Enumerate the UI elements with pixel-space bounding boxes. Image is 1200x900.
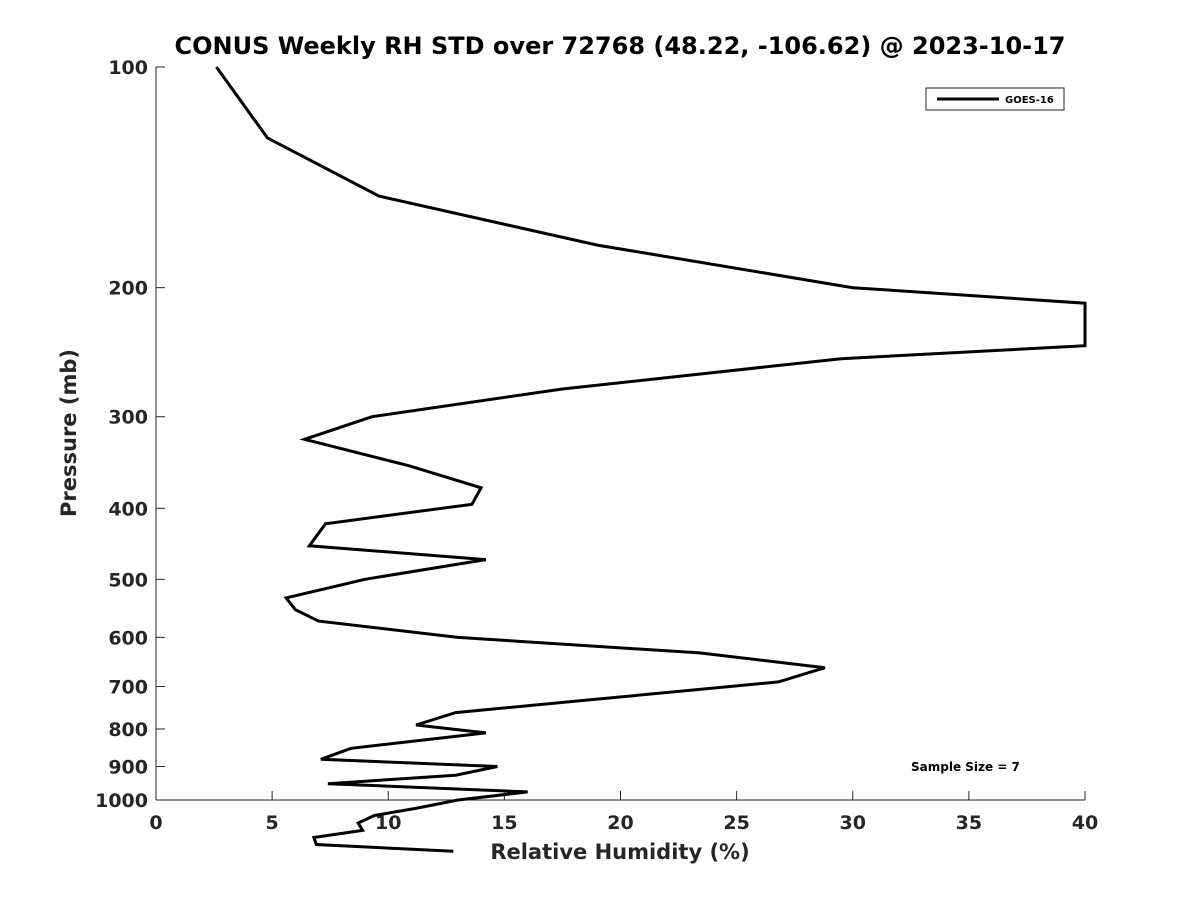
x-tick-label: 30: [840, 812, 866, 834]
x-tick-label: 15: [491, 812, 517, 834]
y-tick-label: 100: [108, 57, 148, 79]
y-axis-ticks: 100 200 300 400 500 600 700 800 900 1000: [95, 57, 165, 812]
y-tick-label: 400: [108, 498, 148, 520]
x-tick-label: 20: [607, 812, 633, 834]
x-tick-label: 5: [266, 812, 279, 834]
x-tick-label: 10: [375, 812, 401, 834]
y-tick-label: 700: [108, 676, 148, 698]
series-line-goes-16: [215, 66, 1087, 853]
sample-size-annotation: Sample Size = 7: [911, 760, 1020, 774]
x-tick-label: 40: [1072, 812, 1098, 834]
x-axis-ticks: 0 5 10 15 20 25 30 35 40: [149, 791, 1098, 834]
x-tick-label: 25: [723, 812, 749, 834]
y-tick-label: 900: [108, 756, 148, 778]
chart-title: CONUS Weekly RH STD over 72768 (48.22, -…: [174, 32, 1065, 60]
x-axis-label: Relative Humidity (%): [490, 840, 749, 864]
y-axis-label: Pressure (mb): [57, 349, 81, 517]
x-tick-label: 0: [149, 812, 162, 834]
y-tick-label: 300: [108, 407, 148, 429]
y-tick-label: 1000: [95, 790, 148, 812]
y-tick-label: 800: [108, 719, 148, 741]
y-tick-label: 500: [108, 569, 148, 591]
x-tick-label: 35: [956, 812, 982, 834]
plot-area: [156, 67, 1085, 800]
legend-entry-goes-16: GOES-16: [1005, 95, 1054, 106]
series-group: [215, 66, 1087, 853]
y-tick-label: 200: [108, 278, 148, 300]
legend: GOES-16: [925, 87, 1065, 111]
y-tick-label: 600: [108, 627, 148, 649]
